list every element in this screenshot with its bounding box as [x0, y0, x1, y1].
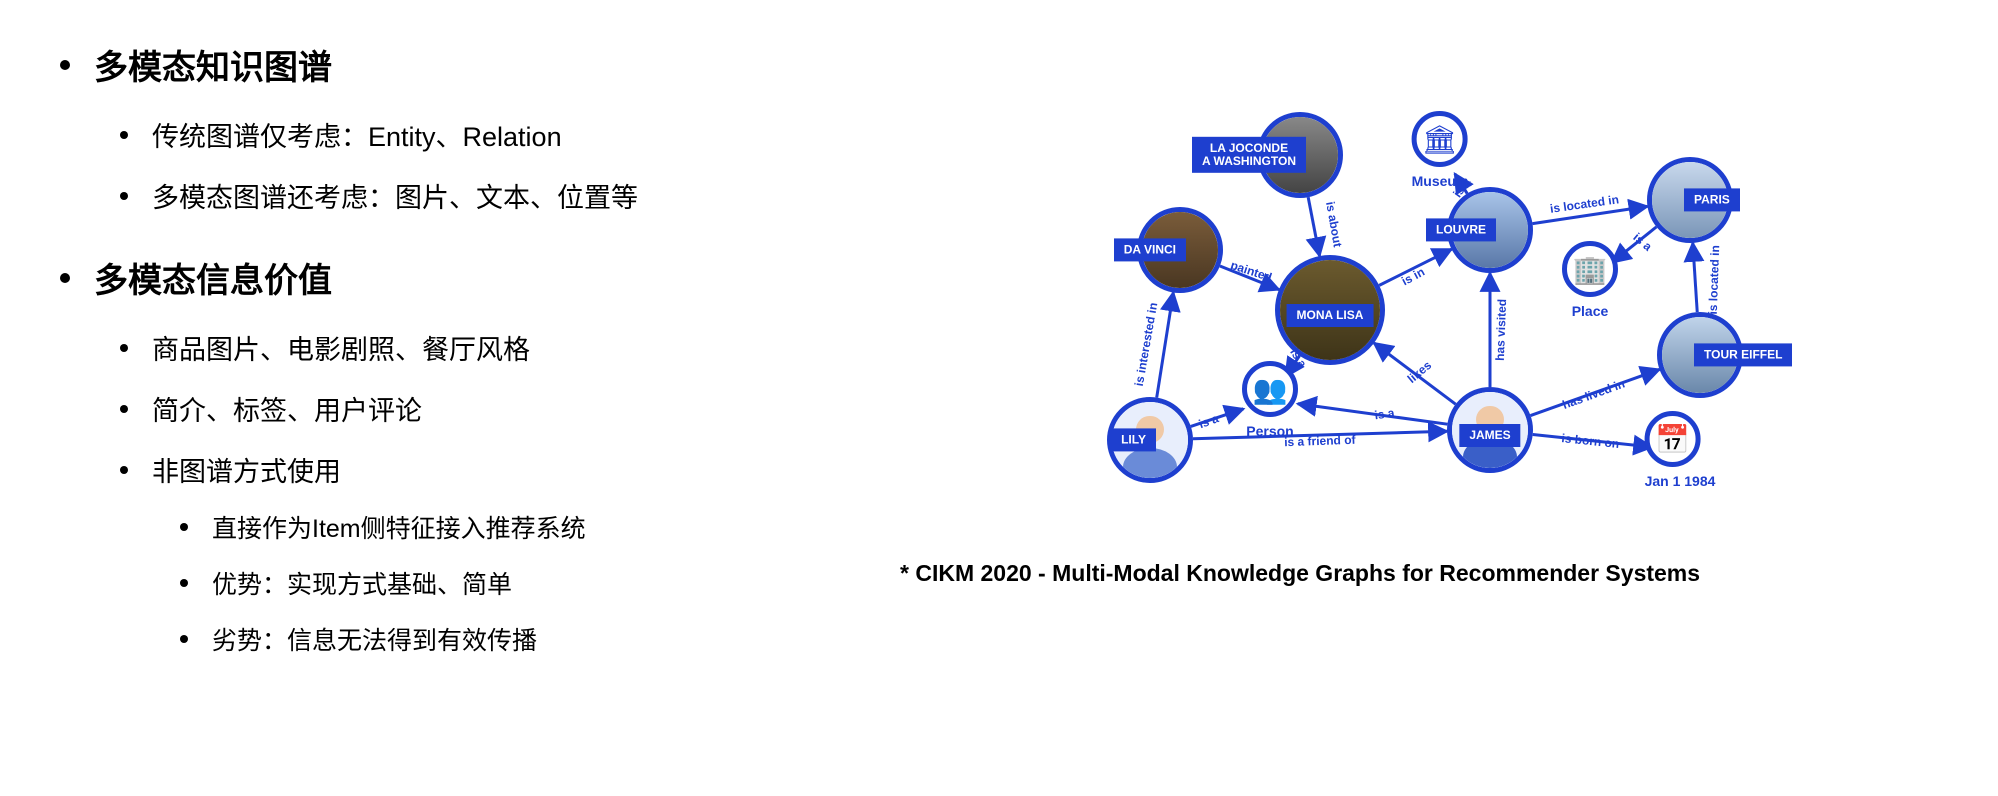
- node-label: TOUR EIFFEL: [1694, 343, 1792, 366]
- knowledge-graph: painted is about is in is a is located in is …: [1000, 110, 1800, 530]
- bullet-icon: [180, 635, 188, 643]
- outline-item-l1: 多模态信息价值商品图片、电影剧照、餐厅风格简介、标签、用户评论非图谱方式使用直接…: [60, 253, 900, 657]
- bullet-icon: [180, 579, 188, 587]
- node-label: PARIS: [1684, 188, 1740, 211]
- outline-item-l2: 简介、标签、用户评论: [120, 389, 900, 428]
- outline-item-l2: 多模态图谱还考虑：图片、文本、位置等: [120, 176, 900, 215]
- node-circle: 🏢: [1562, 241, 1618, 297]
- edge-label: is born on: [1561, 431, 1620, 451]
- outline-text: 劣势：信息无法得到有效传播: [212, 621, 537, 657]
- outline-item-l2: 商品图片、电影剧照、餐厅风格: [120, 328, 900, 367]
- edge-label: has lived in: [1561, 376, 1627, 412]
- edge-label: is in: [1399, 265, 1427, 289]
- outline-text: 传统图谱仅考虑：Entity、Relation: [152, 115, 562, 154]
- graph-node-eiffel: TOUR EIFFEL: [1657, 312, 1743, 398]
- graph-node-lily: LILY: [1107, 397, 1193, 483]
- node-label: Person: [1242, 423, 1298, 439]
- outline-item-l2: 非图谱方式使用直接作为Item侧特征接入推荐系统优势：实现方式基础、简单劣势：信…: [120, 450, 900, 657]
- graph-node-louvre: LOUVRE: [1447, 187, 1533, 273]
- node-circle: 👥: [1242, 361, 1298, 417]
- edge-label: likes: [1405, 358, 1435, 386]
- diagram-panel: painted is about is in is a is located in is …: [900, 0, 1998, 796]
- graph-node-davinci: DA VINCI: [1137, 207, 1223, 293]
- bullet-icon: [60, 60, 70, 70]
- bullet-icon: [120, 131, 128, 139]
- node-label: LILY: [1111, 428, 1156, 451]
- bullet-icon: [60, 273, 70, 283]
- graph-node-joconde: LA JOCONDEA WASHINGTON: [1257, 112, 1343, 198]
- graph-node-james: JAMES: [1447, 387, 1533, 473]
- graph-node-place: 🏢 Place: [1562, 241, 1618, 319]
- graph-node-date: 📅 Jan 1 1984: [1645, 411, 1716, 489]
- place-icon: 🏢: [1573, 253, 1608, 286]
- person-icon: 👥: [1253, 373, 1288, 406]
- outline-item-l3: 优势：实现方式基础、简单: [180, 565, 900, 601]
- outline-item-l3: 劣势：信息无法得到有效传播: [180, 621, 900, 657]
- node-circle: 📅: [1645, 411, 1701, 467]
- graph-edge: [1693, 243, 1697, 312]
- museum-icon: 🏛: [1422, 123, 1458, 156]
- outline-text: 多模态图谱还考虑：图片、文本、位置等: [152, 176, 638, 215]
- graph-edge: [1308, 197, 1319, 256]
- node-label: LA JOCONDEA WASHINGTON: [1192, 137, 1306, 173]
- edge-label: is located in: [1706, 245, 1722, 315]
- outline-item-l1: 多模态知识图谱传统图谱仅考虑：Entity、Relation 多模态图谱还考虑：图…: [60, 40, 900, 215]
- node-label: MONA LISA: [1287, 304, 1374, 327]
- node-label: Museum: [1412, 173, 1469, 189]
- graph-node-monalisa: MONA LISA: [1275, 255, 1385, 365]
- graph-node-person: 👥 Person: [1242, 361, 1298, 439]
- graph-edge: [1298, 404, 1448, 424]
- diagram-caption: * CIKM 2020 - Multi-Modal Knowledge Grap…: [900, 560, 1860, 587]
- outline-text: 非图谱方式使用: [152, 450, 341, 489]
- outline-text: 直接作为Item侧特征接入推荐系统: [212, 509, 586, 545]
- edge-label: is about: [1323, 200, 1345, 248]
- graph-node-museum: 🏛 Museum: [1412, 111, 1469, 189]
- outline-text: 简介、标签、用户评论: [152, 389, 422, 428]
- outline-text: 优势：实现方式基础、简单: [212, 565, 512, 601]
- bullet-icon: [120, 466, 128, 474]
- node-label: Place: [1562, 303, 1618, 319]
- bullet-icon: [120, 405, 128, 413]
- bullet-icon: [120, 344, 128, 352]
- node-circle: 🏛: [1412, 111, 1468, 167]
- bullet-icon: [120, 192, 128, 200]
- date-icon: 📅: [1655, 423, 1690, 456]
- edge-label: is a: [1197, 411, 1221, 431]
- node-label: Jan 1 1984: [1645, 473, 1716, 489]
- node-label: LOUVRE: [1426, 218, 1496, 241]
- node-label: DA VINCI: [1114, 238, 1186, 261]
- edge-label: has visited: [1493, 299, 1509, 361]
- node-label: JAMES: [1459, 424, 1520, 447]
- edge-label: painted: [1229, 258, 1274, 285]
- outline-item-l3: 直接作为Item侧特征接入推荐系统: [180, 509, 900, 545]
- outline-item-l2: 传统图谱仅考虑：Entity、Relation: [120, 115, 900, 154]
- edge-label: is a: [1374, 406, 1396, 423]
- bullet-icon: [180, 523, 188, 531]
- outline-text: 商品图片、电影剧照、餐厅风格: [152, 328, 530, 367]
- outline-text: 多模态信息价值: [94, 253, 332, 302]
- outline-text: 多模态知识图谱: [94, 40, 332, 89]
- outline-panel: 多模态知识图谱传统图谱仅考虑：Entity、Relation 多模态图谱还考虑：图…: [0, 0, 900, 796]
- graph-node-paris: PARIS: [1647, 157, 1733, 243]
- edge-label: is interested in: [1132, 301, 1160, 387]
